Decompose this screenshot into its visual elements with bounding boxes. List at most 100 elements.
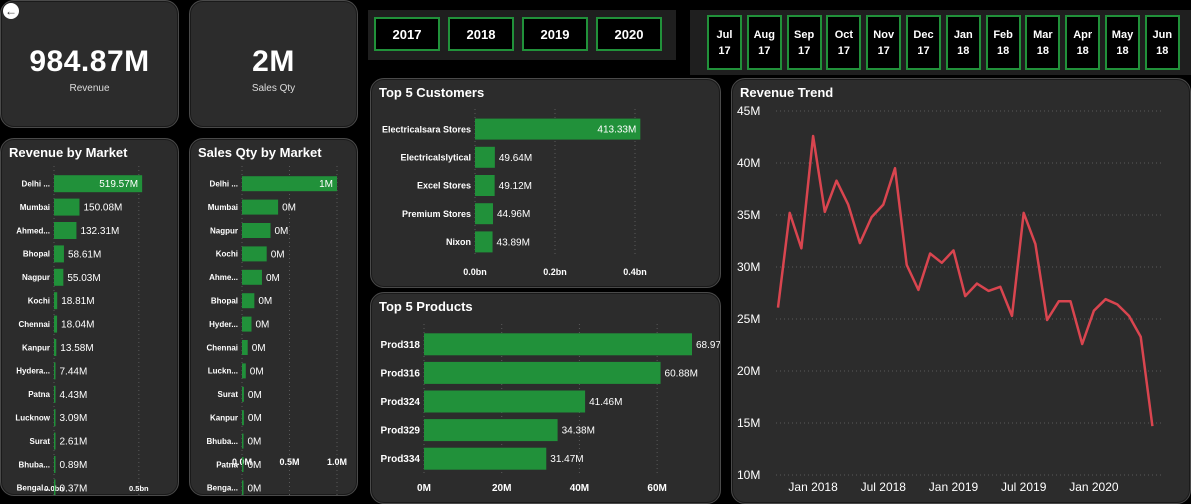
- top-products-chart: 0M 20M 40M 60M Prod318 68.97M Prod316 60.88M Pro…: [381, 324, 720, 494]
- category-label: Delhi ...: [22, 180, 50, 189]
- revenue-kpi-card: ← 984.87M Revenue: [0, 0, 179, 128]
- x-tick-label: Jul 2018: [861, 480, 907, 494]
- month-button[interactable]: Jun 18: [1144, 15, 1180, 70]
- bar: [54, 175, 143, 193]
- bar: [475, 146, 495, 168]
- category-label: Nagpur: [22, 273, 50, 282]
- x-tick-label: 40M: [570, 483, 589, 494]
- data-label: 0M: [275, 226, 289, 237]
- category-label: Kochi: [28, 297, 50, 306]
- category-label: Bengal...: [17, 484, 50, 493]
- month-button[interactable]: Apr 18: [1065, 15, 1101, 70]
- bar: [54, 268, 64, 286]
- x-tick-label: 0.4bn: [623, 267, 647, 277]
- year-slicer: 2017 2018 2019 2020: [368, 10, 676, 60]
- x-tick-label: Jan 2018: [788, 480, 838, 494]
- month-year-label: 18: [1076, 44, 1089, 57]
- data-label: 0M: [248, 460, 262, 471]
- year-button-2019[interactable]: 2019: [522, 17, 588, 51]
- x-tick-label: Jan 2019: [929, 480, 979, 494]
- year-button-2017[interactable]: 2017: [374, 17, 440, 51]
- month-button[interactable]: May 18: [1105, 15, 1140, 70]
- y-tick-label: 40M: [737, 156, 760, 170]
- bar: [242, 457, 244, 472]
- data-label: 60.88M: [665, 368, 698, 379]
- bar: [475, 175, 495, 196]
- data-label: 18.04M: [61, 320, 94, 331]
- month-year-label: 17: [877, 44, 890, 57]
- chart-title: Sales Qty by Market: [198, 145, 322, 160]
- x-tick-label: 0M: [417, 483, 431, 494]
- category-label: Mumbai: [20, 203, 50, 212]
- sales-qty-kpi-card: 2M Sales Qty: [189, 0, 358, 128]
- month-button[interactable]: Dec 17: [906, 15, 941, 70]
- sales-qty-kpi-label: Sales Qty: [251, 83, 296, 94]
- month-button[interactable]: Mar 18: [1025, 15, 1061, 70]
- data-label: 41.46M: [589, 397, 622, 408]
- data-label: 55.03M: [67, 273, 100, 284]
- month-button[interactable]: Sep 17: [786, 15, 822, 70]
- data-label: 0M: [282, 203, 296, 214]
- x-tick-label: Jan 2020: [1069, 480, 1119, 494]
- data-label: 2.61M: [60, 437, 88, 448]
- x-tick-label: Jul 2019: [1001, 480, 1047, 494]
- bar: [54, 479, 56, 495]
- category-label: Bhopal: [211, 297, 238, 306]
- month-button[interactable]: Nov 17: [866, 15, 902, 70]
- month-button[interactable]: Oct 17: [826, 15, 862, 70]
- sales-qty-kpi-value: 2M: [252, 45, 295, 78]
- category-label: Benga...: [207, 484, 238, 493]
- category-label: Prod329: [381, 426, 421, 437]
- bar: [54, 362, 56, 380]
- y-tick-label: 30M: [737, 260, 760, 274]
- data-label: 3.09M: [60, 413, 88, 424]
- data-label: 0M: [258, 296, 272, 307]
- data-label: 0M: [266, 273, 280, 284]
- bar: [242, 223, 271, 238]
- month-label: Jan: [953, 28, 973, 41]
- bar: [242, 246, 267, 262]
- category-label: Electricalsara Stores: [382, 124, 471, 134]
- month-year-label: 18: [957, 44, 970, 57]
- month-button[interactable]: Jan 18: [945, 15, 981, 70]
- category-label: Ahme...: [209, 273, 238, 282]
- category-label: Surat: [30, 437, 51, 446]
- bar: [242, 340, 248, 355]
- data-label: 49.64M: [499, 153, 532, 164]
- bar: [54, 339, 57, 356]
- bar: [475, 231, 493, 253]
- bar: [54, 409, 56, 427]
- x-tick-label: 20M: [492, 483, 511, 494]
- data-label: 68.97M: [696, 340, 720, 351]
- data-label: 43.89M: [497, 237, 530, 248]
- month-label: Jun: [1152, 28, 1173, 41]
- month-button[interactable]: Feb 18: [985, 15, 1021, 70]
- month-year-label: 17: [718, 44, 731, 57]
- revenue-kpi-value: 984.87M: [29, 45, 150, 78]
- month-year-label: 17: [917, 44, 930, 57]
- category-label: Hydera...: [16, 367, 50, 376]
- x-tick-label: 0.5M: [279, 457, 299, 467]
- month-year-label: 18: [1116, 44, 1129, 57]
- month-button[interactable]: Aug 17: [746, 15, 782, 70]
- data-label: 44.96M: [497, 209, 530, 220]
- category-label: Nixon: [446, 237, 471, 247]
- month-label: Nov: [873, 28, 895, 41]
- bar: [424, 361, 661, 384]
- data-label: 132.31M: [80, 226, 119, 237]
- category-label: Delhi ...: [210, 180, 238, 189]
- year-button-2018[interactable]: 2018: [448, 17, 514, 51]
- data-label: 0M: [250, 366, 264, 377]
- year-button-2020[interactable]: 2020: [596, 17, 662, 51]
- back-arrow-icon[interactable]: ←: [3, 3, 19, 19]
- bar: [424, 390, 586, 413]
- bar: [54, 245, 64, 263]
- bar: [242, 269, 262, 285]
- data-label: 18.81M: [61, 296, 94, 307]
- chart-title: Top 5 Customers: [379, 85, 485, 100]
- series-line: [776, 134, 1154, 427]
- month-button[interactable]: Jul 17: [707, 15, 742, 70]
